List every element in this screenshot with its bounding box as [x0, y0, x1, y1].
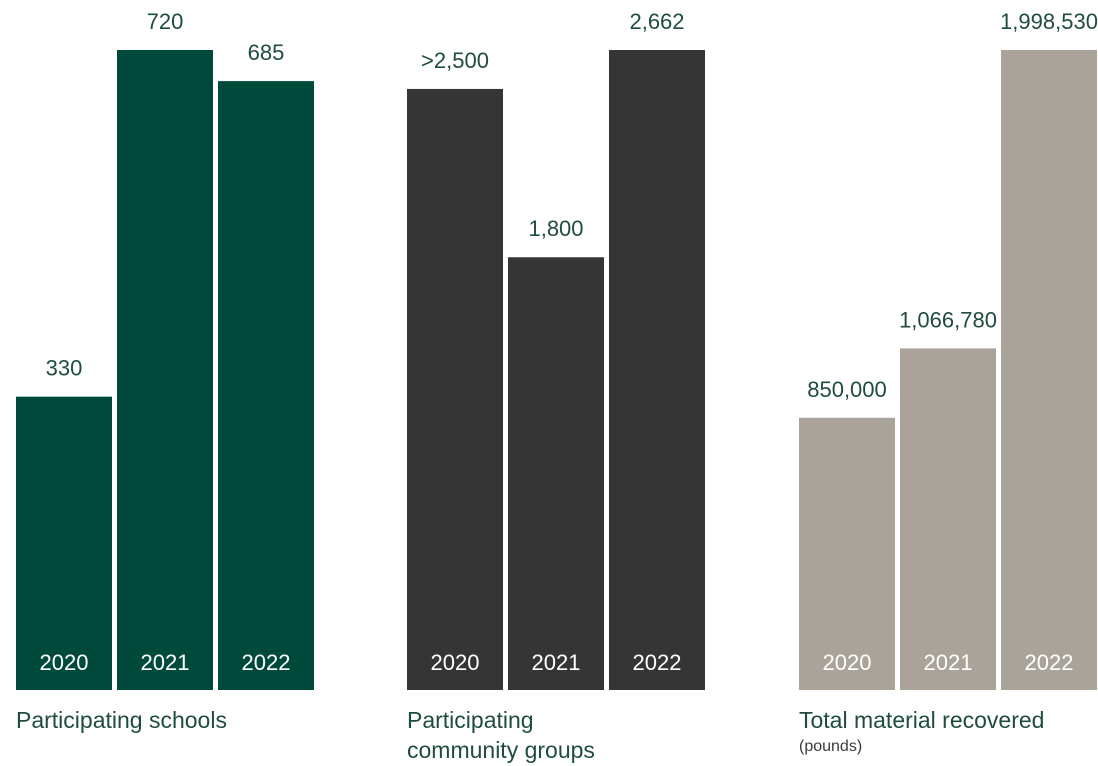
- bar-value-label: 850,000: [807, 377, 887, 402]
- bar-category-label: 2022: [633, 650, 682, 675]
- bar-2021: [900, 348, 996, 690]
- bar-category-label: 2022: [242, 650, 291, 675]
- chart-title-line: Participating: [407, 707, 534, 733]
- bar-2022: [609, 50, 705, 690]
- chart-subtitle-pounds: (pounds): [799, 738, 863, 755]
- bar-category-label: 2021: [924, 650, 973, 675]
- bar-2022: [218, 81, 314, 691]
- bar-value-label: 1,066,780: [899, 307, 997, 332]
- bar-value-label: 720: [147, 9, 184, 34]
- bar-category-label: 2021: [532, 650, 581, 675]
- bar-2020: [799, 417, 895, 690]
- bar-value-label: 2,662: [629, 9, 684, 34]
- chart-title-schools: Participating schools: [16, 705, 227, 735]
- bar-value-label: >2,500: [421, 48, 489, 73]
- bar-2022: [1001, 50, 1097, 690]
- bar-2021: [117, 50, 213, 690]
- chart-community-groups: >2,500 2020 1,800 2021 2,662 2022: [407, 9, 705, 690]
- bar-category-label: 2020: [823, 650, 872, 675]
- bar-value-label: 685: [248, 40, 285, 65]
- bar-category-label: 2022: [1025, 650, 1074, 675]
- bar-value-label: 330: [46, 356, 83, 381]
- bar-value-label: 1,998,530: [1000, 9, 1098, 34]
- bar-value-label: 1,800: [528, 216, 583, 241]
- bar-2021: [508, 257, 604, 690]
- chart-title-material-recovered: Total material recovered: [799, 705, 1044, 735]
- bar-category-label: 2021: [141, 650, 190, 675]
- chart-title-community-groups: Participating community groups: [407, 705, 595, 765]
- chart-title-line: community groups: [407, 737, 595, 763]
- bar-category-label: 2020: [431, 650, 480, 675]
- bar-category-label: 2020: [40, 650, 89, 675]
- chart-participating-schools: 330 2020 720 2021 685 2022: [16, 9, 314, 691]
- bar-2020: [407, 88, 503, 690]
- bar-2020: [16, 396, 112, 690]
- chart-title-line: Total material recovered: [799, 707, 1045, 733]
- chart-title-line: Participating schools: [16, 707, 227, 733]
- chart-material-recovered: 850,000 2020 1,066,780 2021 1,998,530 2022: [799, 9, 1098, 690]
